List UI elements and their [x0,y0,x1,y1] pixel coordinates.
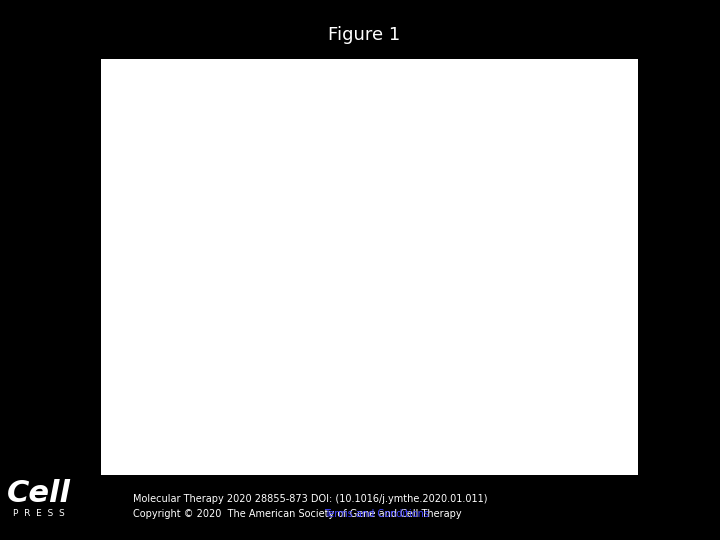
FancyBboxPatch shape [101,59,638,475]
Text: Cell: Cell [6,478,71,508]
Text: Terms and Conditions: Terms and Conditions [324,509,429,519]
Text: Molecular Therapy 2020 28855-873 DOI: (10.1016/j.ymthe.2020.01.011): Molecular Therapy 2020 28855-873 DOI: (1… [133,495,487,504]
Text: Figure 1: Figure 1 [328,26,400,44]
Text: Copyright © 2020  The American Society of Gene and Cell Therapy: Copyright © 2020 The American Society of… [133,509,465,519]
Text: P  R  E  S  S: P R E S S [12,509,64,517]
